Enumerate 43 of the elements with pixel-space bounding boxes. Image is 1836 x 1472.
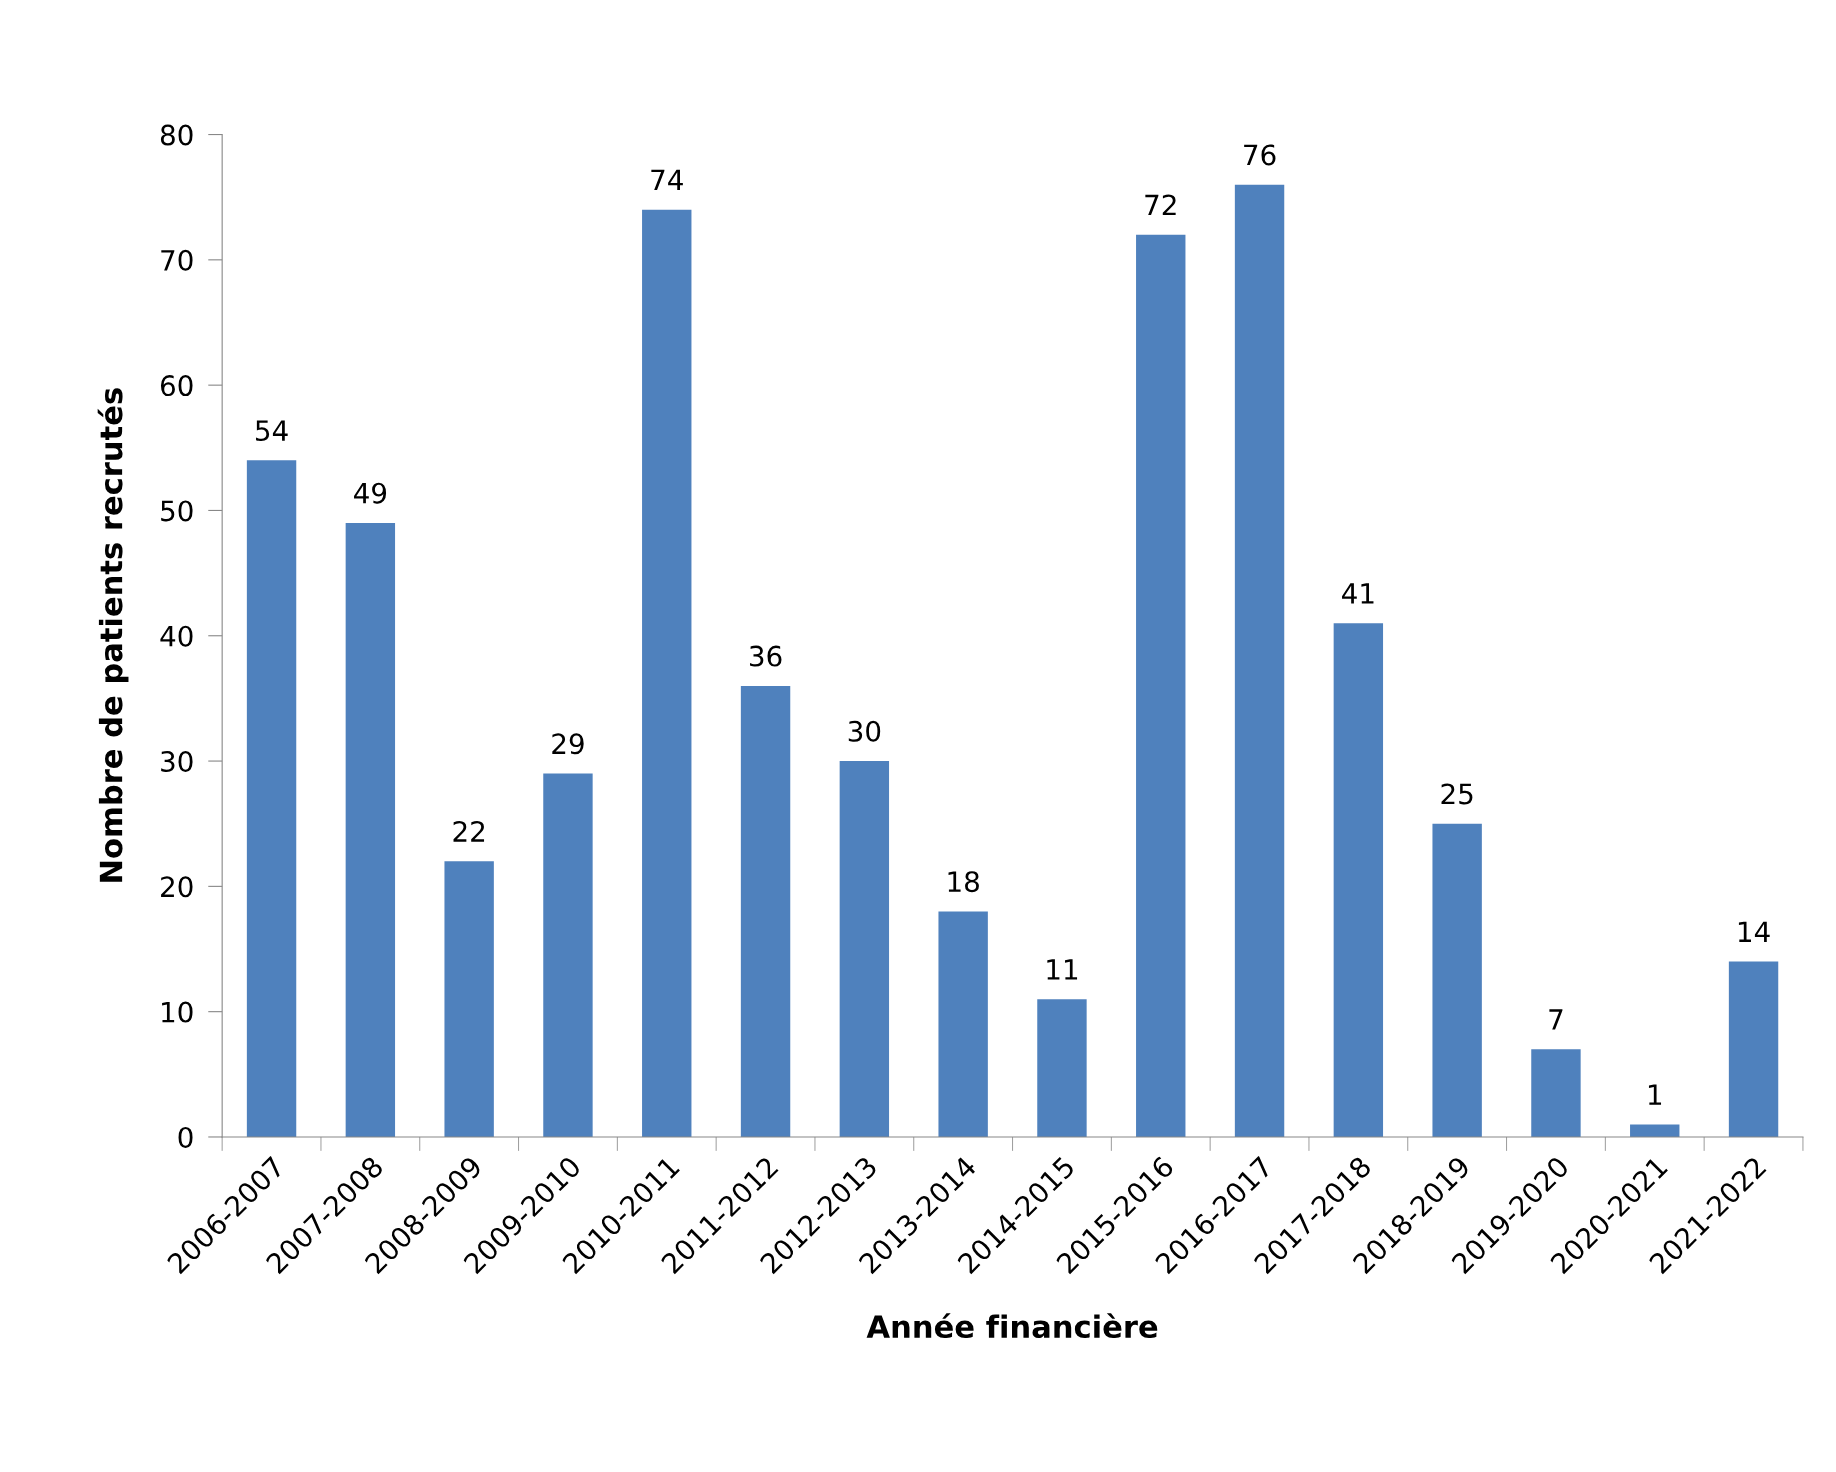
bar: [642, 209, 692, 1137]
data-label: 22: [453, 821, 485, 842]
data-label: 74: [651, 169, 683, 191]
data-label: 18: [948, 871, 979, 893]
data-label: 41: [1342, 583, 1374, 604]
y-tick-label: 10: [162, 1001, 193, 1023]
data-label: 54: [256, 420, 288, 442]
y-axis-title: Nombre de patients recrutés: [97, 388, 129, 882]
bar: [1728, 961, 1779, 1137]
bar: [839, 761, 890, 1137]
data-label: 29: [552, 733, 584, 755]
bar: [1531, 1049, 1581, 1137]
y-tick-label: 20: [161, 876, 193, 898]
data-label: 14: [1738, 921, 1770, 942]
y-tick-label: 40: [160, 625, 193, 647]
data-label: 36: [750, 645, 782, 667]
bar: [1234, 184, 1285, 1137]
data-label: 7: [1549, 1009, 1563, 1030]
y-tick-label: 50: [161, 500, 193, 522]
bar: [1630, 1124, 1680, 1137]
data-label: 49: [354, 482, 387, 504]
data-label: 76: [1244, 144, 1276, 166]
bar: [444, 861, 494, 1137]
bar: [1432, 823, 1482, 1137]
bar: [1136, 234, 1186, 1137]
data-label: 1: [1648, 1084, 1662, 1105]
bar: [1333, 623, 1384, 1137]
data-label: 25: [1441, 783, 1473, 805]
y-tick-label: 60: [160, 375, 193, 397]
data-label: 30: [848, 720, 881, 742]
y-tick-label: 70: [161, 249, 193, 271]
bar: [938, 911, 988, 1137]
data-label: 11: [1047, 959, 1078, 980]
bar: [345, 522, 396, 1137]
bar: [246, 460, 297, 1137]
x-axis-title: Année financière: [866, 1313, 1158, 1339]
bar: [740, 685, 791, 1137]
y-tick-label: 30: [161, 751, 193, 773]
bar: [1037, 999, 1087, 1137]
y-tick-label: 0: [178, 1126, 193, 1148]
data-label: 72: [1145, 194, 1176, 216]
bar: [543, 773, 593, 1137]
y-tick-label: 80: [160, 124, 193, 146]
